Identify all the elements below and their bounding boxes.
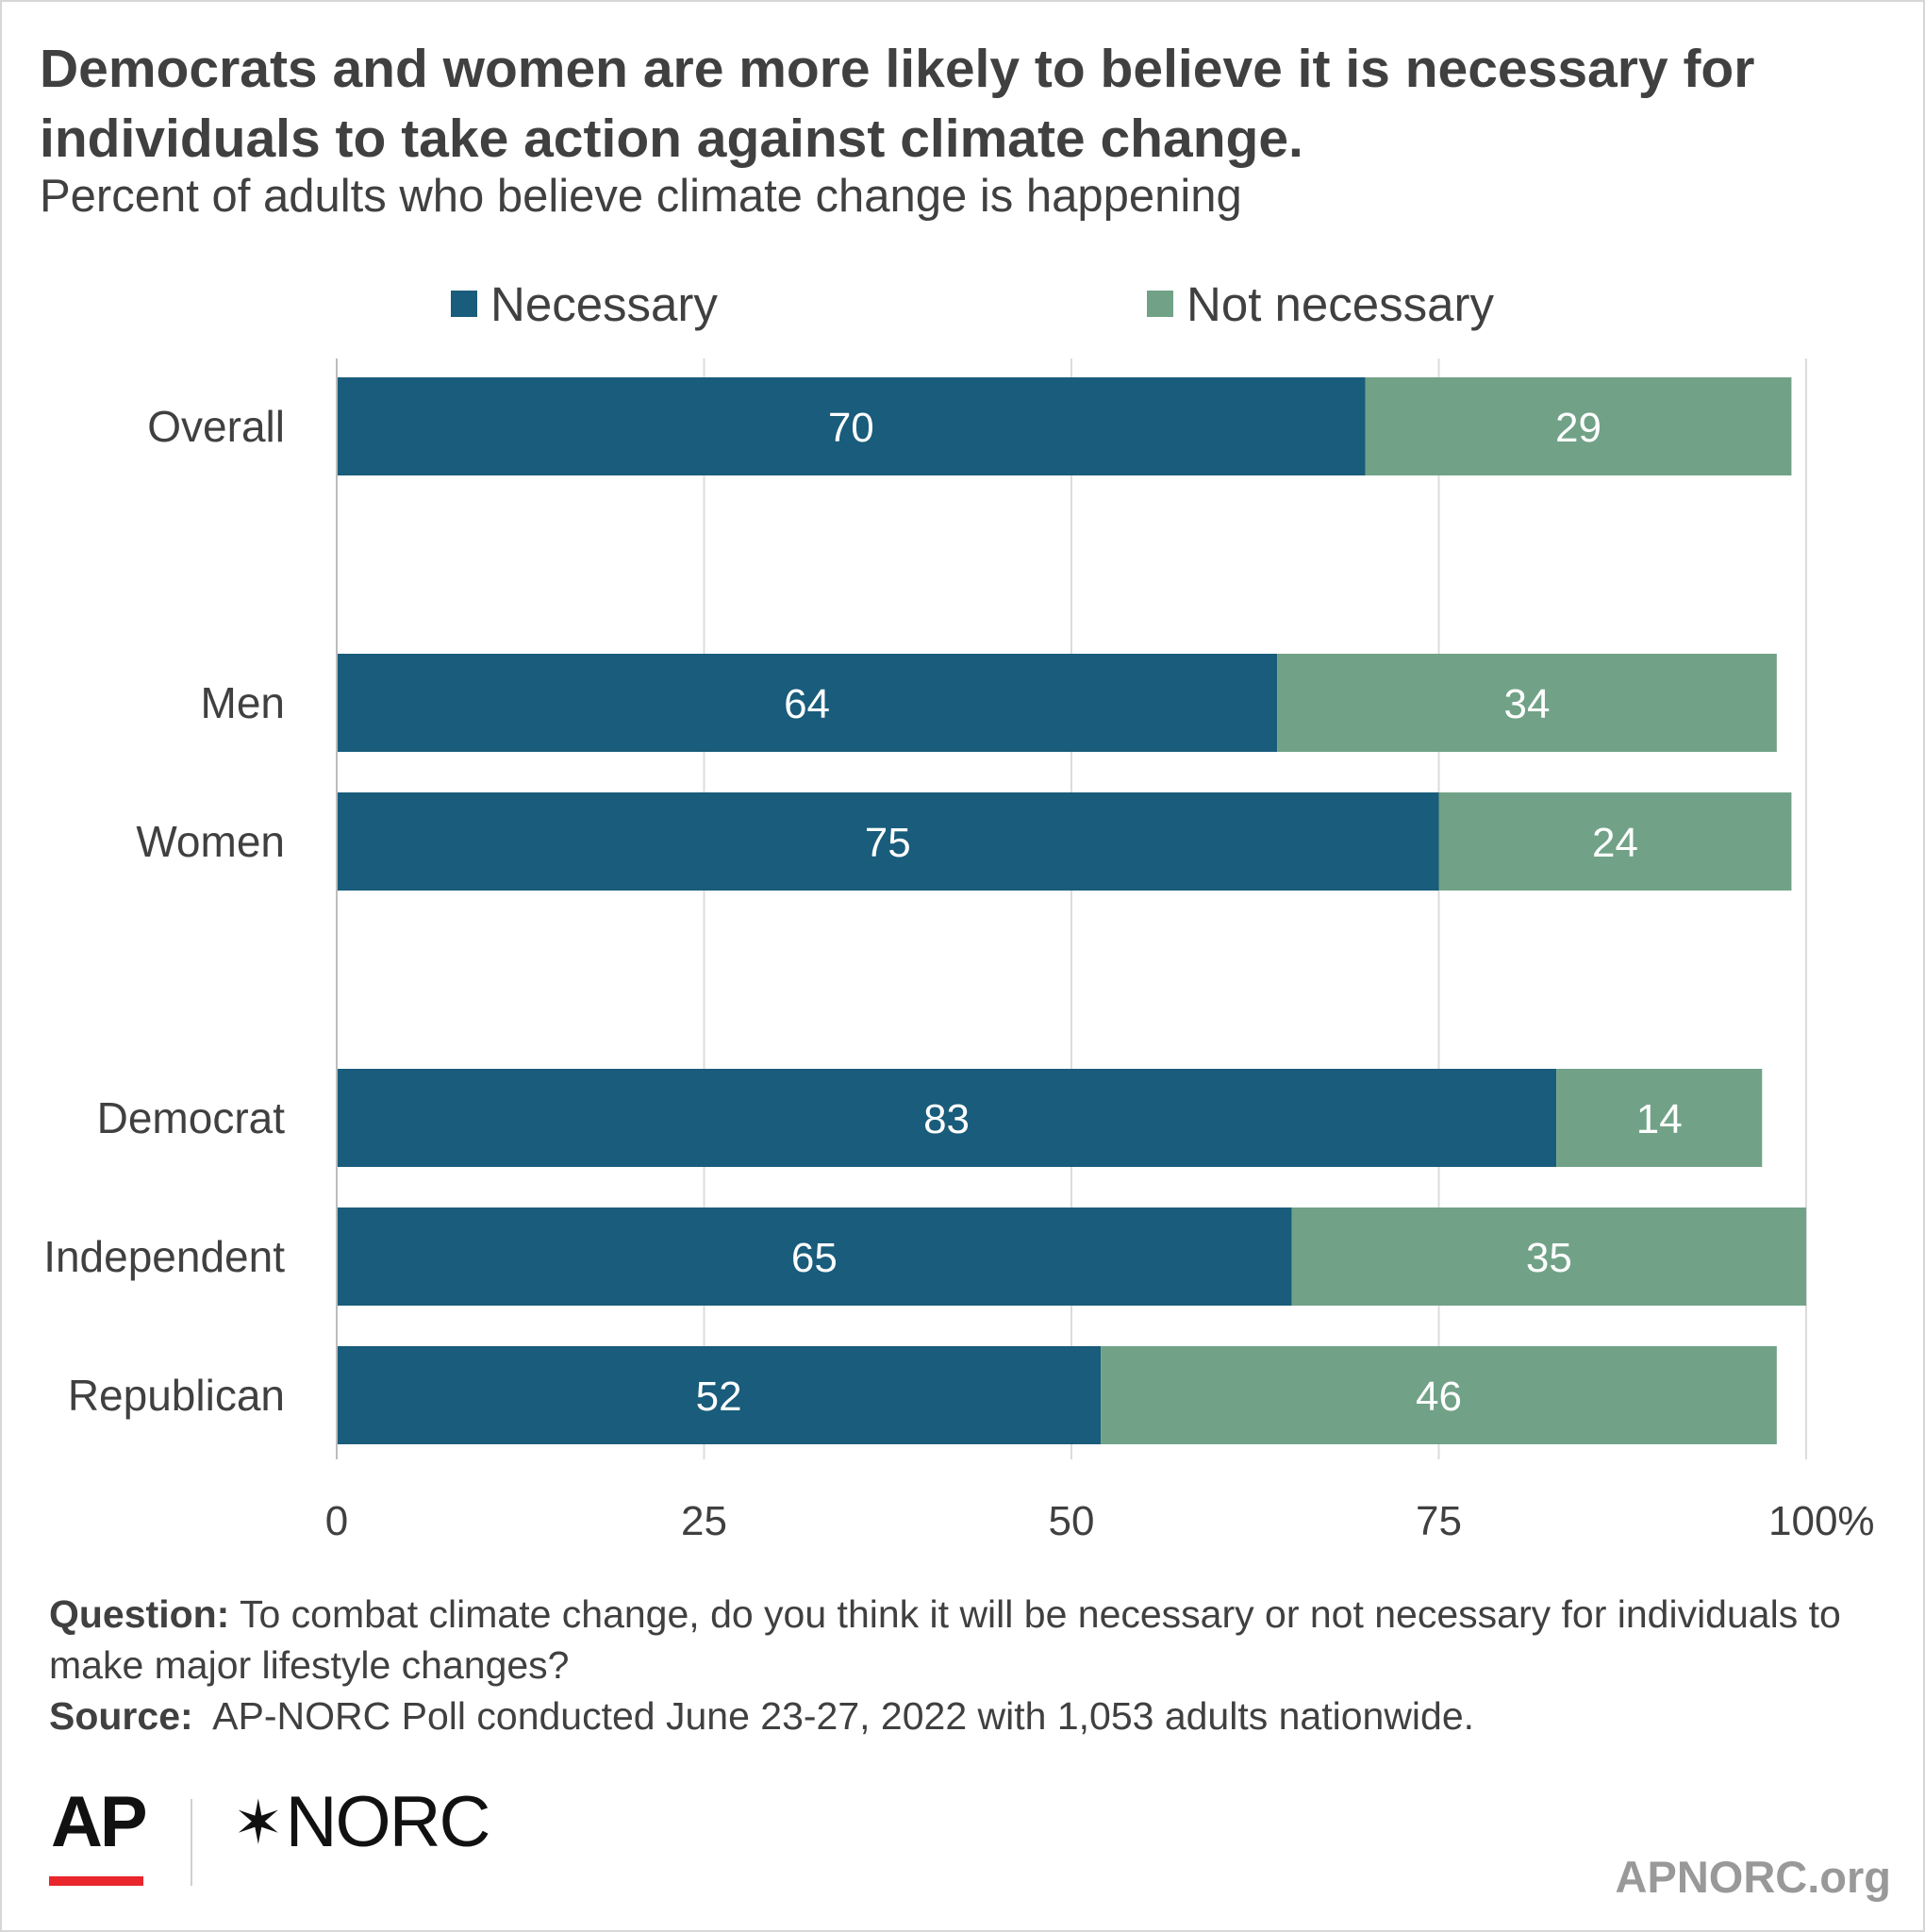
category-label-men: Men: [201, 678, 285, 727]
question-note: Question: To combat climate change, do y…: [49, 1589, 1841, 1690]
bar-men-not-necessary: [1277, 654, 1777, 752]
value-label-overall-not-necessary: 29: [1555, 405, 1601, 451]
site-url: APNORC.org: [1615, 1852, 1891, 1902]
norc-logo: ✶ NORC: [233, 1782, 491, 1862]
bar-women-necessary: [337, 792, 1439, 891]
question-text: To combat climate change, do you think i…: [49, 1592, 1841, 1687]
value-label-democrat-necessary: 83: [923, 1096, 970, 1142]
x-tick-label-100: 100%: [1768, 1498, 1875, 1544]
legend-swatch-necessary: [451, 291, 477, 317]
source-text: AP-NORC Poll conducted June 23-27, 2022 …: [192, 1694, 1475, 1738]
legend-not-necessary: Not necessary: [1147, 275, 1494, 332]
value-label-independent-necessary: 65: [791, 1235, 838, 1281]
x-tick-label-0: 0: [325, 1498, 348, 1544]
bar-independent-necessary: [337, 1208, 1292, 1306]
value-label-women-not-necessary: 24: [1592, 820, 1638, 866]
legend-necessary: Necessary: [451, 275, 718, 332]
value-label-men-necessary: 64: [784, 681, 830, 727]
source-label: Source:: [49, 1694, 193, 1738]
value-label-republican-not-necessary: 46: [1416, 1374, 1462, 1420]
category-label-women: Women: [136, 817, 285, 866]
value-label-overall-necessary: 70: [828, 405, 874, 451]
bar-men-necessary: [337, 654, 1278, 752]
value-label-republican-necessary: 52: [696, 1374, 742, 1420]
source-note: Source: AP-NORC Poll conducted June 23-2…: [49, 1690, 1841, 1741]
x-tick-label-50: 50: [1049, 1498, 1095, 1544]
ap-logo-underline: [49, 1876, 143, 1886]
logo-divider: [191, 1799, 192, 1886]
bar-republican-not-necessary: [1101, 1346, 1777, 1444]
value-label-democrat-not-necessary: 14: [1636, 1096, 1683, 1142]
bar-democrat-not-necessary: [1556, 1069, 1763, 1167]
category-label-democrat: Democrat: [97, 1093, 286, 1142]
legend-swatch-not-necessary: [1147, 291, 1173, 317]
category-label-republican: Republican: [68, 1371, 285, 1420]
value-label-independent-not-necessary: 35: [1526, 1235, 1572, 1281]
footnote: Question: To combat climate change, do y…: [49, 1589, 1841, 1741]
chart-title: Democrats and women are more likely to b…: [40, 39, 1755, 169]
x-tick-label-75: 75: [1416, 1498, 1462, 1544]
bar-overall-not-necessary: [1365, 377, 1792, 475]
category-label-overall: Overall: [147, 402, 285, 451]
bar-republican-necessary: [337, 1346, 1102, 1444]
value-label-women-necessary: 75: [865, 820, 911, 866]
norc-logo-text: NORC: [285, 1782, 491, 1862]
value-label-men-not-necessary: 34: [1504, 681, 1551, 727]
legend-label-necessary: Necessary: [490, 276, 718, 331]
chart-subtitle: Percent of adults who believe climate ch…: [40, 171, 1242, 222]
category-label-independent: Independent: [43, 1232, 285, 1281]
bar-chart: 0 25 50 75 100% 70 29 Overall 64 34 Men 75 24 Women 83…: [43, 358, 1875, 1544]
ap-logo: AP: [51, 1782, 148, 1862]
bar-democrat-necessary: [337, 1069, 1557, 1167]
bar-women-not-necessary: [1438, 792, 1792, 891]
question-label: Question:: [49, 1592, 230, 1636]
legend-label-not-necessary: Not necessary: [1187, 276, 1494, 331]
star-icon: ✶: [233, 1789, 284, 1857]
bar-independent-not-necessary: [1291, 1208, 1806, 1306]
bar-overall-necessary: [337, 377, 1366, 475]
x-tick-label-25: 25: [681, 1498, 727, 1544]
